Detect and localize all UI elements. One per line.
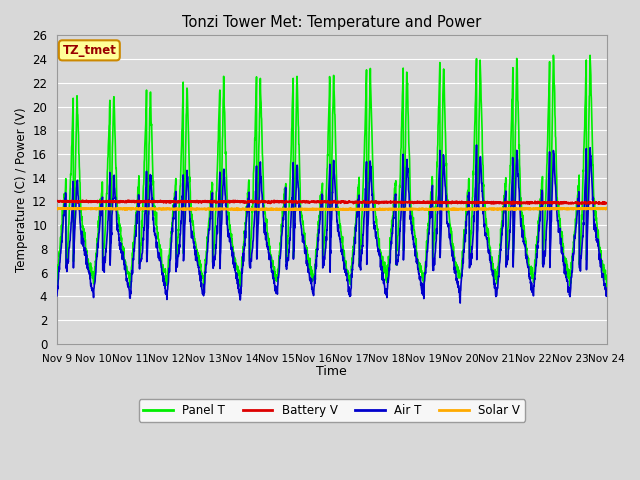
Air T: [456, 300, 464, 306]
Battery V: [53, 198, 61, 204]
Panel T: [570, 240, 578, 246]
Solar V: [360, 206, 367, 212]
Air T: [206, 215, 214, 221]
Panel T: [207, 198, 214, 204]
Solar V: [603, 205, 611, 211]
X-axis label: Time: Time: [316, 365, 347, 378]
Solar V: [206, 206, 214, 212]
Battery V: [124, 197, 132, 203]
Battery V: [570, 200, 578, 206]
Legend: Panel T, Battery V, Air T, Solar V: Panel T, Battery V, Air T, Solar V: [138, 399, 525, 421]
Battery V: [207, 199, 214, 204]
Battery V: [603, 201, 611, 206]
Line: Solar V: Solar V: [57, 208, 607, 210]
Panel T: [555, 202, 563, 207]
Battery V: [360, 199, 367, 204]
Panel T: [550, 52, 557, 58]
Panel T: [348, 269, 356, 275]
Air T: [360, 228, 367, 233]
Panel T: [360, 168, 367, 173]
Line: Panel T: Panel T: [57, 55, 607, 289]
Air T: [53, 293, 61, 299]
Line: Air T: Air T: [57, 145, 607, 303]
Air T: [555, 229, 563, 235]
Solar V: [570, 206, 577, 212]
Y-axis label: Temperature (C) / Power (V): Temperature (C) / Power (V): [15, 108, 28, 272]
Battery V: [554, 200, 562, 205]
Solar V: [492, 206, 499, 212]
Panel T: [492, 268, 499, 274]
Title: Tonzi Tower Met: Temperature and Power: Tonzi Tower Met: Temperature and Power: [182, 15, 481, 30]
Battery V: [492, 201, 499, 206]
Air T: [348, 271, 355, 277]
Air T: [492, 294, 500, 300]
Panel T: [200, 286, 207, 292]
Air T: [473, 142, 481, 148]
Solar V: [594, 205, 602, 211]
Panel T: [53, 282, 61, 288]
Battery V: [556, 202, 563, 207]
Solar V: [53, 206, 61, 212]
Air T: [603, 288, 611, 293]
Air T: [570, 251, 578, 257]
Battery V: [348, 199, 356, 205]
Line: Battery V: Battery V: [57, 200, 607, 204]
Solar V: [348, 207, 356, 213]
Solar V: [554, 205, 562, 211]
Text: TZ_tmet: TZ_tmet: [62, 44, 116, 57]
Panel T: [603, 284, 611, 289]
Solar V: [234, 207, 241, 213]
